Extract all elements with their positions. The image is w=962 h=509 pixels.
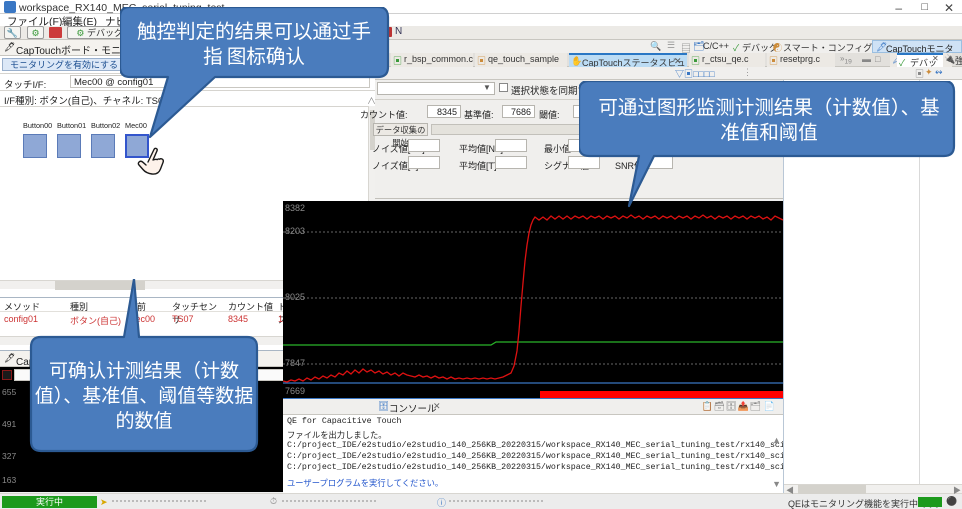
svg-text:可确认计测结果（计数: 可确认计测结果（计数 [49, 356, 239, 383]
svg-text:指 图标确认: 指 图标确认 [203, 40, 305, 69]
svg-text:的数值: 的数值 [115, 406, 172, 433]
svg-text:准值和阈值: 准值和阈值 [720, 116, 818, 145]
svg-text:值）、基准值、阈值等数据: 值）、基准值、阈值等数据 [35, 381, 254, 408]
